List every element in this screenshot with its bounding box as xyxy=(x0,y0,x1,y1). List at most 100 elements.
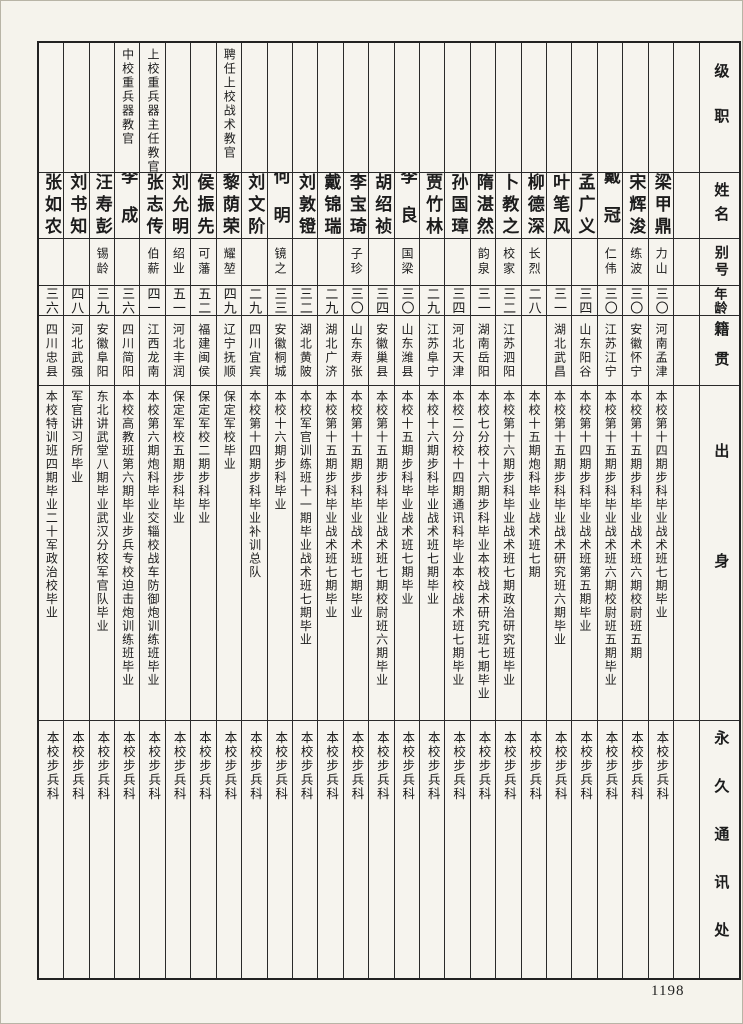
header-age: 年龄 xyxy=(700,286,739,316)
age-cell: 三〇 xyxy=(597,286,623,316)
native-place-cell: 安徽巢县 xyxy=(369,316,394,386)
alias-value: 可藩 xyxy=(196,247,211,277)
rank-cell xyxy=(623,43,648,173)
native-place-value: 辽宁抚顺 xyxy=(222,322,237,379)
native-place-cell: 河北丰润 xyxy=(165,316,191,386)
person-column: 刘允明 绍业 五一 河北丰润 保定军校五期步科毕业 本校步兵科 xyxy=(164,43,191,978)
contact-value: 本校步兵科 xyxy=(501,731,516,801)
contact-cell: 本校步兵科 xyxy=(623,721,647,978)
rank-cell xyxy=(64,43,89,173)
name-cell: 隋湛然 xyxy=(470,173,496,239)
alias-cell: 伯薪 xyxy=(140,239,165,286)
native-place-value: 湖南岳阳 xyxy=(476,322,491,379)
alias-cell xyxy=(419,239,445,286)
rank-cell xyxy=(369,43,394,173)
contact-value: 本校步兵科 xyxy=(425,731,440,801)
header-background-label: 出身 xyxy=(712,443,729,663)
name-cell: 宋辉浚 xyxy=(623,173,648,239)
contact-cell: 本校步兵科 xyxy=(191,721,215,978)
native-place-cell: 山东潍县 xyxy=(394,316,419,386)
background-value: 本校第十五期步科毕业战术班六期校尉班五期 xyxy=(628,390,643,660)
alias-cell: 校家 xyxy=(496,239,521,286)
background-cell: 保定军校五期步科毕业 xyxy=(165,386,191,721)
contact-cell: 本校步兵科 xyxy=(64,721,88,978)
contact-cell: 本校步兵科 xyxy=(293,721,317,978)
alias-value: 绍业 xyxy=(171,247,186,277)
contact-value: 本校步兵科 xyxy=(273,731,288,801)
contact-cell: 本校步兵科 xyxy=(471,721,495,978)
rank-value: 聘任上校战术教官 xyxy=(222,48,237,160)
age-cell: 三二 xyxy=(292,286,318,316)
background-value: 军官讲习所毕业 xyxy=(69,390,84,485)
alias-cell: 耀堃 xyxy=(216,239,242,286)
age-value: 三二 xyxy=(297,286,313,315)
contact-value: 本校步兵科 xyxy=(146,731,161,801)
contact-cell: 本校步兵科 xyxy=(598,721,622,978)
person-column: 李良 国梁 三〇 山东潍县 本校十五期步科毕业战术班七期毕业 本校步兵科 xyxy=(393,43,419,978)
alias-cell xyxy=(64,239,89,286)
page-number: 1198 xyxy=(651,983,685,999)
age-value: 二八 xyxy=(526,286,542,315)
name-value: 孙国璋 xyxy=(448,173,468,239)
native-place-value: 安徽巢县 xyxy=(374,322,389,379)
person-column: 孙国璋 三四 河北天津 本校二分校十四期通讯科毕业本校战术班七期毕业 本校步兵科 xyxy=(444,43,470,978)
native-place-cell: 湖北广济 xyxy=(318,316,343,386)
background-cell: 本校第十五期步科毕业战术班六期校尉班五期 xyxy=(623,386,648,721)
name-cell: 刘书知 xyxy=(64,173,89,239)
alias-cell xyxy=(546,239,572,286)
age-value: 三〇 xyxy=(399,286,415,315)
person-column: 柳德深 长烈 二八 本校十五期炮科毕业战术班七期 本校步兵科 xyxy=(520,43,546,978)
background-value: 本校军官训练班十一期毕业战术班七期毕业 xyxy=(298,390,313,647)
background-value: 本校十六期步科毕业战术班七期毕业 xyxy=(425,390,440,606)
rank-cell xyxy=(394,43,419,173)
age-value: 三〇 xyxy=(653,286,669,315)
name-value: 孟广义 xyxy=(575,173,595,239)
native-place-cell: 江苏江宁 xyxy=(597,316,623,386)
age-cell: 三四 xyxy=(369,286,394,316)
background-value: 本校第六期炮科毕业交辎校战车防御炮训练班毕业 xyxy=(145,390,160,687)
rank-cell xyxy=(165,43,191,173)
contact-value: 本校步兵科 xyxy=(197,731,212,801)
name-cell: 刘允明 xyxy=(165,173,191,239)
person-column: 孟广义 三四 山东阳谷 本校第十四期步科毕业战术班第五期毕业 本校步兵科 xyxy=(571,43,597,978)
name-value: 梁甲鼎 xyxy=(651,173,671,239)
background-cell: 本校第六期炮科毕业交辎校战车防御炮训练班毕业 xyxy=(140,386,165,721)
name-value: 戴锦瑞 xyxy=(321,173,341,239)
spacer-cell xyxy=(674,173,699,239)
person-column: 叶笔风 三一 湖北武昌 本校第十五期步科毕业战术研究班六期毕业 本校步兵科 xyxy=(545,43,572,978)
age-cell: 四九 xyxy=(216,286,242,316)
background-cell: 本校第十五期步科毕业战术研究班六期毕业 xyxy=(546,386,572,721)
spacer-cell xyxy=(674,286,699,316)
contact-value: 本校步兵科 xyxy=(349,731,364,801)
background-value: 本校第十五期步科毕业战术班七期校尉班六期毕业 xyxy=(374,390,389,687)
alias-cell xyxy=(38,239,64,286)
age-cell: 五一 xyxy=(165,286,191,316)
rank-cell xyxy=(267,43,292,173)
native-place-value: 安徽阜阳 xyxy=(95,322,110,379)
person-column: 何明 镜之 三三 安徽桐城 本校十六期步科毕业 本校步兵科 xyxy=(266,43,292,978)
contact-value: 本校步兵科 xyxy=(120,731,135,801)
person-column: 卜教之 校家 三二 江苏泗阳 本校第十六期步科毕业战术班七期政治研究班毕业 本校… xyxy=(495,43,521,978)
rank-cell xyxy=(470,43,496,173)
alias-cell: 绍业 xyxy=(165,239,191,286)
name-value: 卜教之 xyxy=(499,173,519,239)
contact-value: 本校步兵科 xyxy=(628,731,643,801)
native-place-value: 江苏泗阳 xyxy=(501,322,516,379)
age-cell: 三六 xyxy=(115,286,140,316)
contact-value: 本校步兵科 xyxy=(70,731,85,801)
contact-value: 本校步兵科 xyxy=(603,731,618,801)
native-place-value: 四川简阳 xyxy=(120,322,135,379)
background-cell: 本校第十五期步科毕业战术班六期校尉班五期毕业 xyxy=(597,386,623,721)
name-value: 戴冠 xyxy=(600,173,620,239)
name-value: 张志传 xyxy=(143,173,163,239)
background-value: 本校特训班四期毕业二十军政治校毕业 xyxy=(44,390,59,620)
rank-cell xyxy=(89,43,115,173)
background-cell: 东北讲武堂八期毕业武汉分校军官队毕业 xyxy=(89,386,115,721)
alias-cell: 可藩 xyxy=(191,239,216,286)
age-value: 三四 xyxy=(577,286,593,315)
rank-value: 中校重兵器教官 xyxy=(120,48,135,146)
background-cell: 本校十五期炮科毕业战术班七期 xyxy=(521,386,546,721)
name-value: 刘敦镫 xyxy=(296,173,316,239)
spacer-cell xyxy=(674,316,699,386)
age-cell: 三四 xyxy=(445,286,470,316)
